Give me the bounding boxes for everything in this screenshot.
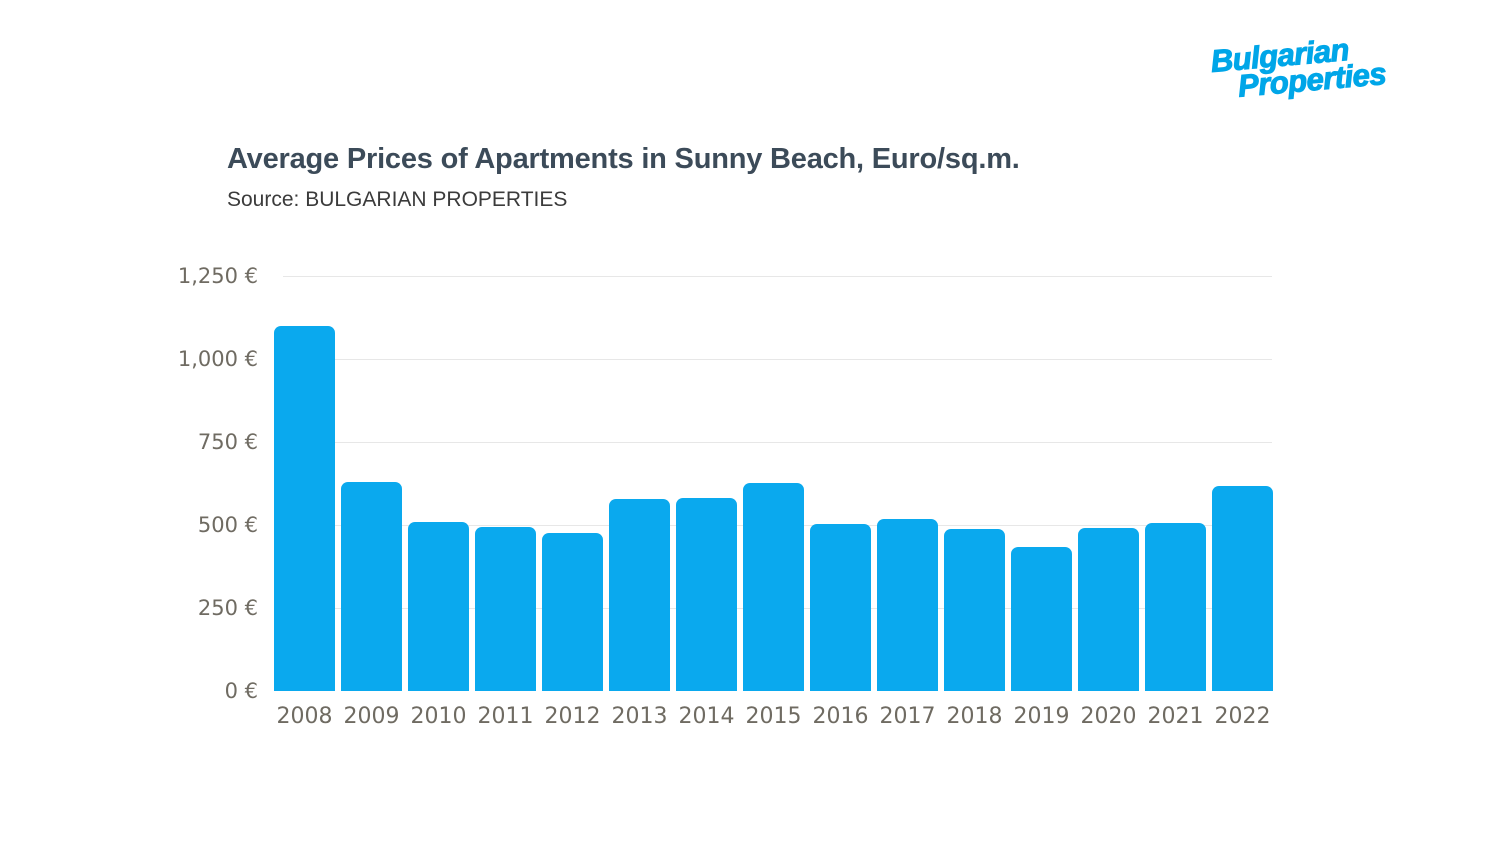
- x-tick-label-2011: 2011: [477, 704, 534, 729]
- x-tick-label-2019: 2019: [1013, 704, 1070, 729]
- bar-2022: [1211, 485, 1274, 691]
- y-tick-label-1000: 1,000 €: [177, 347, 258, 371]
- bar-2016: [809, 524, 872, 691]
- y-tick-label-1250: 1,250 €: [177, 264, 258, 288]
- bar-2018: [943, 528, 1006, 691]
- bar-2015: [742, 482, 805, 691]
- x-tick-label-2013: 2013: [611, 704, 668, 729]
- bar-2011: [474, 526, 537, 691]
- x-tick-label-2018: 2018: [946, 704, 1003, 729]
- gridline-1250: [283, 276, 1272, 277]
- bulgarian-properties-logo: Bulgarian Properties: [1209, 31, 1388, 104]
- bar-2009: [340, 481, 403, 691]
- x-tick-label-2015: 2015: [745, 704, 802, 729]
- x-tick-label-2020: 2020: [1080, 704, 1137, 729]
- bar-2008: [273, 325, 336, 691]
- y-tick-label-0: 0 €: [224, 679, 258, 703]
- y-tick-label-500: 500 €: [197, 513, 258, 537]
- bar-2013: [608, 499, 671, 691]
- gridline-1000: [283, 359, 1272, 360]
- gridline-750: [283, 442, 1272, 443]
- x-tick-label-2008: 2008: [276, 704, 333, 729]
- chart-source: Source: BULGARIAN PROPERTIES: [227, 188, 568, 211]
- x-tick-label-2014: 2014: [678, 704, 735, 729]
- bar-2014: [675, 497, 738, 691]
- chart-title: Average Prices of Apartments in Sunny Be…: [227, 143, 1020, 175]
- x-tick-label-2021: 2021: [1147, 704, 1204, 729]
- x-tick-label-2009: 2009: [343, 704, 400, 729]
- y-tick-label-250: 250 €: [197, 596, 258, 620]
- y-tick-label-750: 750 €: [197, 430, 258, 454]
- bar-2019: [1010, 546, 1073, 691]
- x-tick-label-2012: 2012: [544, 704, 601, 729]
- x-tick-label-2010: 2010: [410, 704, 467, 729]
- bar-2017: [876, 519, 939, 691]
- bar-2021: [1144, 523, 1207, 691]
- bar-2012: [541, 532, 604, 691]
- x-tick-label-2016: 2016: [812, 704, 869, 729]
- x-tick-label-2022: 2022: [1214, 704, 1271, 729]
- x-tick-label-2017: 2017: [879, 704, 936, 729]
- bar-2020: [1077, 528, 1140, 691]
- bar-2010: [407, 522, 470, 691]
